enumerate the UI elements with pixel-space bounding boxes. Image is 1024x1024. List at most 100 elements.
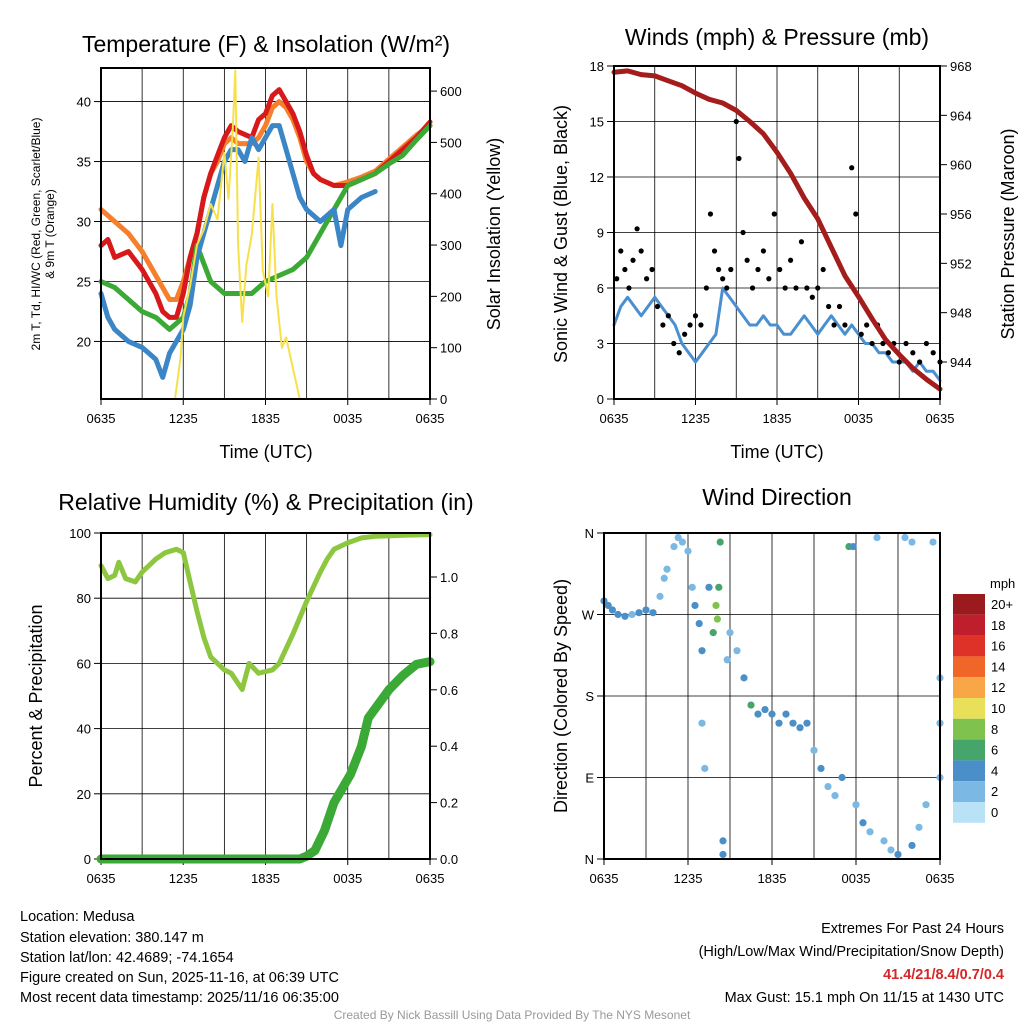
direction-point <box>614 610 622 619</box>
direction-point <box>922 801 930 809</box>
direction-point <box>768 710 776 718</box>
gust-point <box>749 285 756 291</box>
series-line-pressure <box>611 68 943 392</box>
direction-point <box>663 565 671 573</box>
footer-recent: Most recent data timestamp: 2025/11/16 0… <box>20 990 339 1006</box>
direction-point <box>880 837 888 845</box>
gust-point <box>853 211 859 217</box>
y2-axis-label: Solar Insolation (Yellow) <box>484 138 504 330</box>
gust-point <box>903 340 909 347</box>
direction-point <box>796 724 804 732</box>
direction-point <box>684 547 692 555</box>
extremes-title: Extremes For Past 24 Hours <box>821 921 1004 937</box>
y-tick-label: 80 <box>77 591 91 606</box>
gust-point <box>917 359 923 365</box>
x-tick-label: 1235 <box>169 871 198 886</box>
direction-point <box>719 850 727 859</box>
legend-swatch <box>953 635 985 657</box>
legend-label: 12 <box>991 680 1005 695</box>
y-tick-label: 20 <box>77 787 91 802</box>
legend-swatch <box>953 739 985 761</box>
direction-point <box>674 533 682 542</box>
direction-point <box>608 606 617 614</box>
direction-point <box>782 710 790 718</box>
y-tick-label: 20 <box>77 334 91 349</box>
chart-panel-4: Wind Direction N E S W N 0635 1235 1835 0035 0635 D… <box>551 484 1015 886</box>
gust-point <box>660 322 666 328</box>
speed-legend: mph 20+ 18 16 14 12 10 8 6 4 2 0 <box>953 576 1015 823</box>
y-tick-label: N <box>585 852 594 867</box>
y-tick-label: N <box>585 526 594 541</box>
gust-point <box>724 285 730 291</box>
gust-point <box>910 350 916 356</box>
y2-tick-label: 200 <box>440 289 462 304</box>
chart-title: Wind Direction <box>702 484 852 510</box>
gust-point <box>798 239 805 245</box>
y-tick-label: 18 <box>590 59 604 74</box>
y2-tick-label: 500 <box>440 135 462 150</box>
direction-point <box>733 647 741 655</box>
legend-label: 8 <box>991 722 998 737</box>
footer-created: Figure created on Sun, 2025-11-16, at 06… <box>20 970 339 986</box>
gust-point <box>836 303 843 310</box>
legend-label: 4 <box>991 763 998 778</box>
direction-point <box>754 710 762 718</box>
legend-label: 6 <box>991 743 998 758</box>
gust-point <box>649 266 655 273</box>
y2-tick-label: 952 <box>950 256 972 271</box>
y2-tick-label: 400 <box>440 187 462 202</box>
x-tick-label: 0635 <box>87 871 116 886</box>
y-tick-label: E <box>585 771 594 786</box>
gust-point <box>622 266 628 273</box>
y2-tick-label: 0 <box>440 392 447 407</box>
direction-point <box>656 592 664 600</box>
y2-tick-label: 0.4 <box>440 739 458 754</box>
gust-point <box>644 276 650 282</box>
direction-point <box>705 583 713 591</box>
direction-point <box>709 629 717 637</box>
direction-point <box>810 746 818 754</box>
series-line-solar-insolation <box>100 69 431 400</box>
y-axis-label: Percent & Precipitation <box>26 604 46 787</box>
direction-point <box>715 583 723 591</box>
gust-point <box>880 340 886 347</box>
footer-location: Location: Medusa <box>20 909 135 925</box>
y2-tick-label: 300 <box>440 238 462 253</box>
direction-point <box>716 538 724 546</box>
legend-label: 16 <box>991 639 1005 654</box>
gust-point <box>634 226 640 232</box>
legend-label: 20+ <box>991 597 1013 612</box>
direction-point <box>695 619 703 628</box>
direction-point <box>849 542 857 551</box>
direction-point <box>719 837 727 845</box>
extremes-subtitle: (High/Low/Max Wind/Precipitation/Snow De… <box>699 944 1004 960</box>
chart-panel-1: Temperature (F) & Insolation (W/m²) 20 25 3… <box>29 31 504 462</box>
legend-swatch <box>953 718 985 740</box>
gust-point <box>793 285 799 291</box>
direction-point <box>915 823 923 831</box>
direction-point <box>866 828 874 836</box>
direction-point <box>691 601 699 610</box>
gust-point <box>614 276 620 282</box>
direction-point <box>678 538 687 546</box>
legend-swatch <box>953 760 985 782</box>
direction-point <box>747 701 755 709</box>
gust-point <box>736 155 742 162</box>
gust-point <box>638 248 644 254</box>
x-axis-label: Time (UTC) <box>730 442 823 462</box>
y-axis-label: Sonic Wind & Gust (Blue, Black) <box>551 105 571 363</box>
x-tick-label: 1235 <box>169 411 198 426</box>
gust-point <box>740 229 746 236</box>
y2-tick-label: 960 <box>950 158 972 173</box>
gust-point <box>782 285 788 291</box>
gust-point <box>755 266 761 273</box>
direction-point <box>838 773 846 782</box>
gust-point <box>618 248 624 254</box>
legend-swatch <box>953 614 985 636</box>
gust-point <box>692 313 699 319</box>
y-tick-label: 0 <box>597 392 604 407</box>
direction-point <box>831 792 839 800</box>
y-tick-label: 15 <box>590 115 604 130</box>
plot-border <box>100 67 431 400</box>
direction-point <box>713 615 722 623</box>
